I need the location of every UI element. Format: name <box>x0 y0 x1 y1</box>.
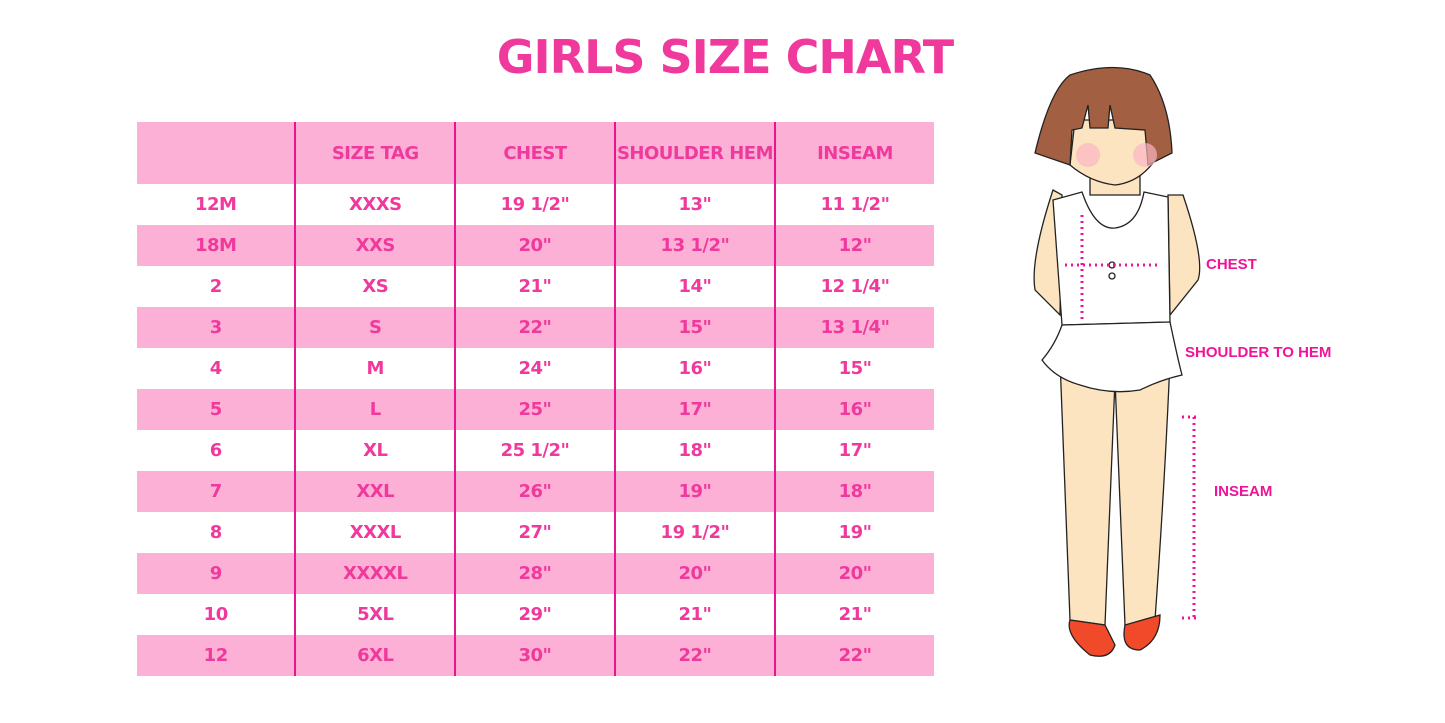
header-cell: CHEST <box>454 122 615 184</box>
table-cell: 16" <box>613 348 776 389</box>
table-cell: S <box>294 307 456 348</box>
table-cell: 30" <box>454 635 615 676</box>
table-cell: 2 <box>209 276 223 297</box>
table-row: 2 XS 21" 14" 12 1/4" <box>137 266 934 307</box>
table-cell: XXXS <box>294 184 456 225</box>
table-cell: 3 <box>137 307 296 348</box>
table-cell: 24" <box>454 348 615 389</box>
table-cell: 13 1/4" <box>774 307 934 348</box>
table-cell: 18" <box>613 430 776 471</box>
table-cell: 27" <box>454 512 615 553</box>
header-cell: INSEAM <box>774 122 934 184</box>
table-cell: 21" <box>454 266 615 307</box>
inseam-label: INSEAM <box>1214 483 1273 500</box>
table-row: 8 XXXL 27" 19 1/2" 19" <box>137 512 934 553</box>
table-cell: 21" <box>774 594 934 635</box>
table-cell: 20" <box>774 553 934 594</box>
table-cell: XXL <box>294 471 456 512</box>
table-row: 5 L 25" 17" 16" <box>137 389 934 430</box>
table-row: 18M XXS 20" 13 1/2" 12" <box>137 225 934 266</box>
girl-measurement-illustration <box>1033 66 1201 657</box>
header-cell: SIZE TAG <box>294 122 456 184</box>
table-cell: 9 <box>137 553 296 594</box>
table-cell: XXS <box>294 225 456 266</box>
table-cell: 15" <box>774 348 934 389</box>
table-cell: 26" <box>454 471 615 512</box>
table-cell: 10 <box>203 604 229 625</box>
table-cell: 12" <box>774 225 934 266</box>
table-row: 12 6XL 30" 22" 22" <box>137 635 934 676</box>
table-cell: XXXL <box>294 512 456 553</box>
table-cell: 25 1/2" <box>454 430 615 471</box>
table-row: 3 S 22" 15" 13 1/4" <box>137 307 934 348</box>
table-cell: 22" <box>774 635 934 676</box>
shoulder-to-hem-label: SHOULDER TO HEM <box>1185 344 1332 361</box>
table-cell: 19" <box>774 512 934 553</box>
table-row: 4 M 24" 16" 15" <box>137 348 934 389</box>
table-cell: 17" <box>774 430 934 471</box>
table-cell: 25" <box>454 389 615 430</box>
table-cell: 20" <box>454 225 615 266</box>
table-cell: 20" <box>613 553 776 594</box>
table-cell: 22" <box>454 307 615 348</box>
table-cell: 6 <box>209 440 223 461</box>
header-cell: SHOULDER HEM <box>613 122 776 184</box>
table-cell: 17" <box>613 389 776 430</box>
table-cell: XL <box>294 430 456 471</box>
table-cell: XXXXL <box>294 553 456 594</box>
table-cell: 19 1/2" <box>454 184 615 225</box>
table-row: 9 XXXXL 28" 20" 20" <box>137 553 934 594</box>
table-cell: 28" <box>454 553 615 594</box>
table-cell: 29" <box>454 594 615 635</box>
table-cell: 21" <box>613 594 776 635</box>
table-cell: 5XL <box>294 594 456 635</box>
table-cell: XS <box>294 266 456 307</box>
table-row: 10 5XL 29" 21" 21" <box>137 594 934 635</box>
size-table: SIZE TAG CHEST SHOULDER HEM INSEAM 12M XX… <box>137 122 934 676</box>
table-cell: L <box>294 389 456 430</box>
header-cell <box>137 122 296 184</box>
table-cell: 11 1/2" <box>774 184 934 225</box>
table-row: 7 XXL 26" 19" 18" <box>137 471 934 512</box>
table-cell: M <box>294 348 456 389</box>
page-title: GIRLS SIZE CHART <box>496 30 954 84</box>
table-cell: 14" <box>613 266 776 307</box>
chest-label: CHEST <box>1206 256 1257 273</box>
table-cell: 19 1/2" <box>613 512 776 553</box>
table-cell: 6XL <box>294 635 456 676</box>
table-cell: 5 <box>137 389 296 430</box>
table-header-row: SIZE TAG CHEST SHOULDER HEM INSEAM <box>137 122 934 184</box>
table-row: 12M XXXS 19 1/2" 13" 11 1/2" <box>137 184 934 225</box>
table-cell: 13" <box>613 184 776 225</box>
table-cell: 22" <box>613 635 776 676</box>
table-cell: 12M <box>194 194 237 215</box>
table-cell: 7 <box>137 471 296 512</box>
table-cell: 18M <box>137 225 296 266</box>
table-cell: 19" <box>613 471 776 512</box>
table-cell: 18" <box>774 471 934 512</box>
table-row: 6 XL 25 1/2" 18" 17" <box>137 430 934 471</box>
table-cell: 15" <box>613 307 776 348</box>
table-cell: 16" <box>774 389 934 430</box>
table-cell: 12 1/4" <box>774 266 934 307</box>
table-cell: 12 <box>137 635 296 676</box>
table-cell: 4 <box>209 358 223 379</box>
table-cell: 8 <box>209 522 223 543</box>
table-cell: 13 1/2" <box>613 225 776 266</box>
